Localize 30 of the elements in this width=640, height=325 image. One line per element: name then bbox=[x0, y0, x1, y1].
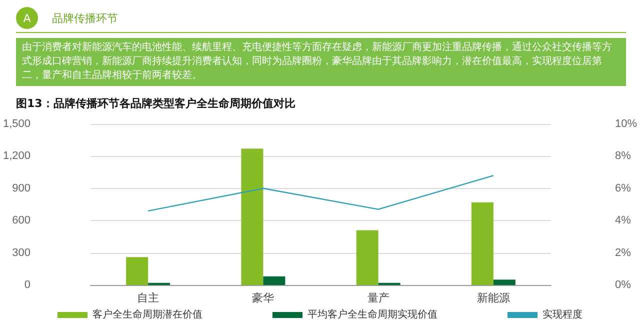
bar bbox=[493, 280, 516, 285]
x-tick-label: 新能源 bbox=[476, 292, 510, 304]
y2-tick-label: 2% bbox=[614, 246, 632, 259]
y-tick-label: 600 bbox=[12, 214, 31, 227]
bar bbox=[126, 257, 148, 285]
x-tick-label: 自主 bbox=[137, 292, 160, 304]
legend-label: 实现程度 bbox=[542, 308, 582, 320]
y2-tick-label: 0% bbox=[614, 279, 632, 291]
legend-label: 客户全生命周期潜在价值 bbox=[92, 308, 202, 320]
y-tick-label: 1,200 bbox=[2, 150, 31, 162]
y2-tick-label: 8% bbox=[614, 150, 632, 162]
bar bbox=[241, 148, 264, 285]
y-tick-label: 900 bbox=[12, 182, 31, 194]
y2-tick-label: 10% bbox=[614, 118, 638, 130]
y-tick-label: 1,500 bbox=[2, 118, 31, 130]
y2-tick-label: 6% bbox=[614, 182, 632, 194]
x-tick-label: 豪华 bbox=[252, 292, 274, 304]
y2-tick-label: 4% bbox=[614, 214, 632, 227]
bar bbox=[356, 230, 378, 285]
chart-title: 图13：品牌传播环节各品牌类型客户全生命周期价值对比 bbox=[16, 96, 296, 111]
x-tick-label: 量产 bbox=[367, 292, 390, 304]
y-tick-label: 300 bbox=[12, 246, 31, 259]
y-tick-label: 0 bbox=[24, 279, 31, 291]
line-series bbox=[147, 174, 494, 212]
text: 由于消费者对新能源汽车的电池性能、续航里程、充电便捷性等方面存在疑虑，新能源厂商更加注重品牌传播，通过公众社交传播等方式形成口碑营销，新能源厂商持续提升消费者认知，同时为品牌圈粉，豪华品牌由于其品牌影响力，潜在价值最高，实现程度位居第二，量产和自主品牌相较于前两者较差。 bbox=[16, 38, 626, 86]
bar bbox=[263, 276, 286, 285]
bar bbox=[471, 202, 494, 285]
text: 品牌传播环节 bbox=[52, 10, 118, 26]
legend-label: 平均客户全生命周期实现价值 bbox=[308, 308, 438, 320]
text: A bbox=[16, 7, 38, 29]
